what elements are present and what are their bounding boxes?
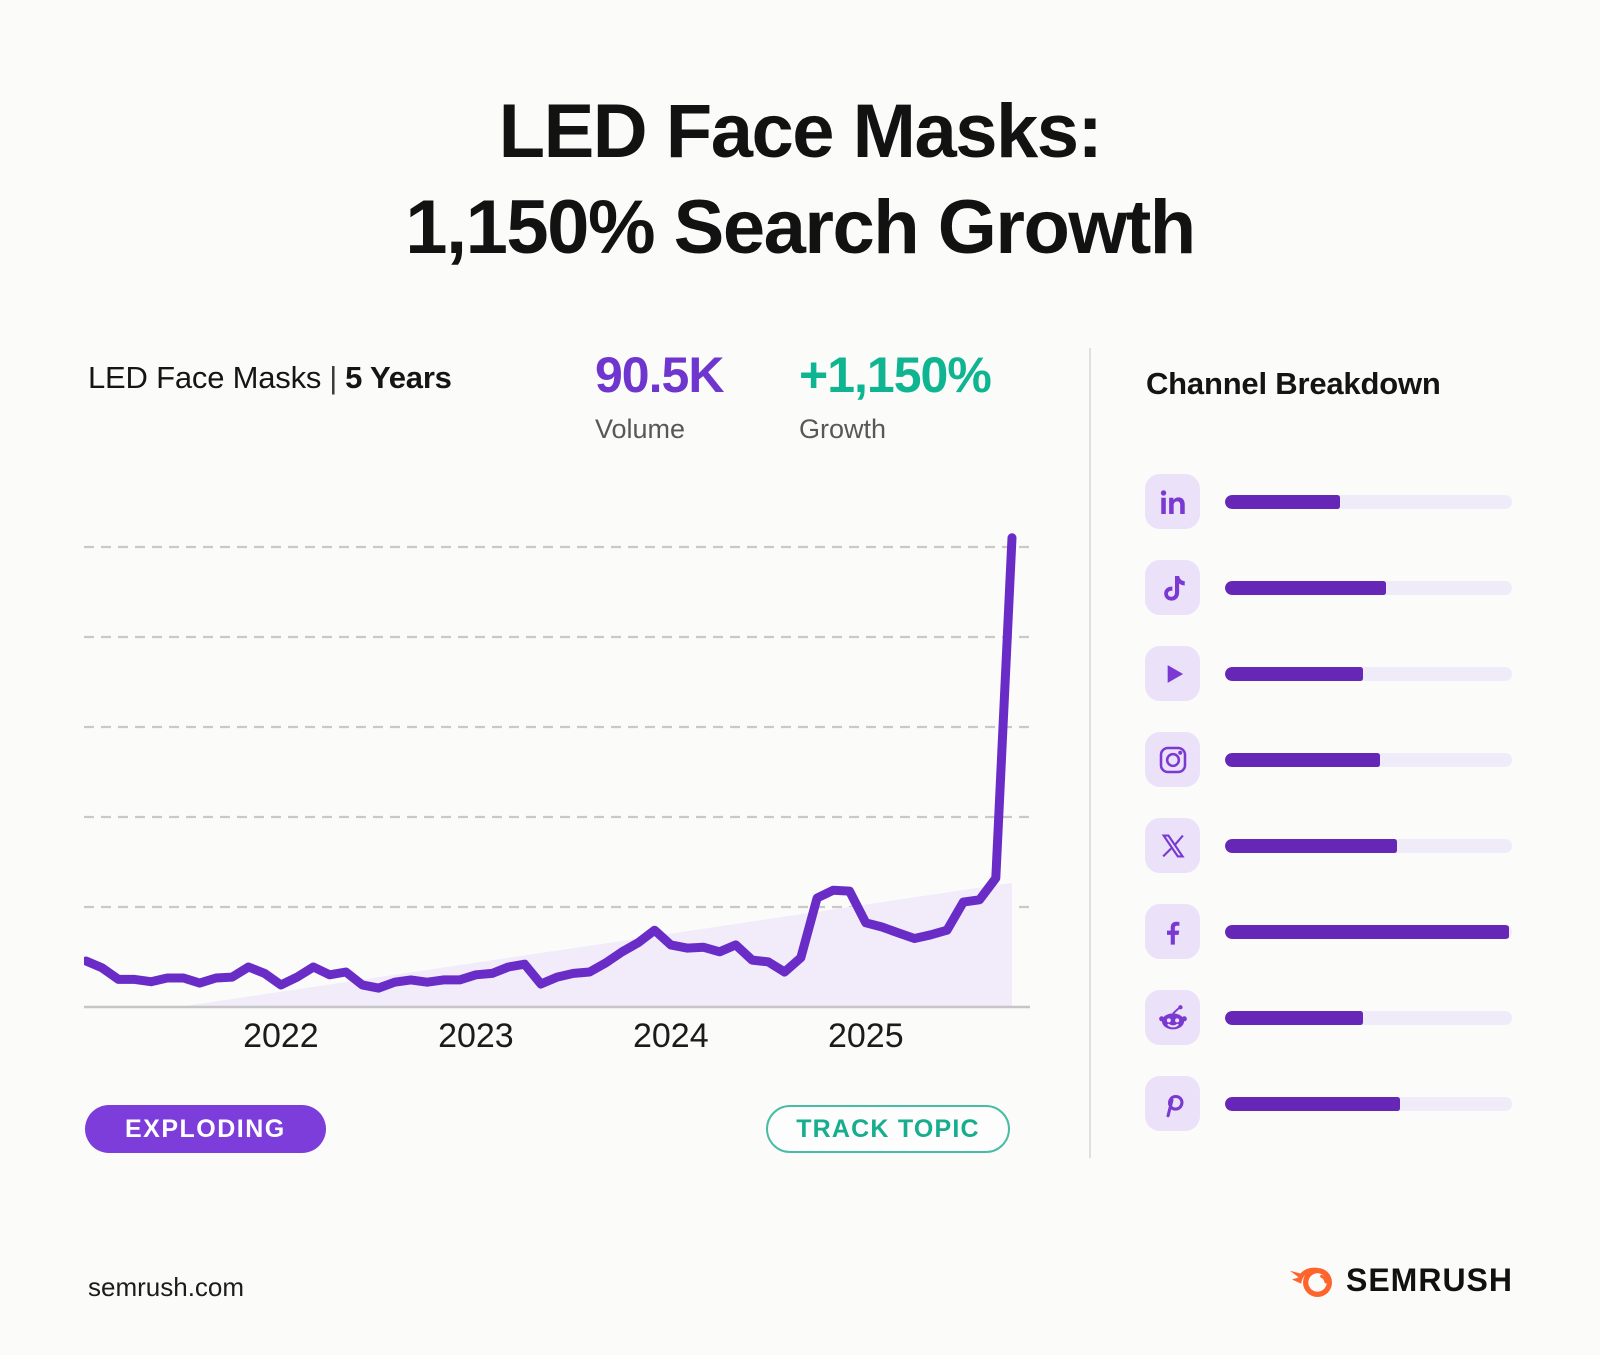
tiktok-icon [1145,560,1200,615]
youtube-play-icon [1145,646,1200,701]
pinterest-icon [1145,1076,1200,1131]
status-badge-exploding: EXPLODING [85,1105,326,1153]
channel-row-pinterest [1145,1076,1515,1131]
instagram-icon [1145,732,1200,787]
vertical-divider [1089,348,1091,1158]
tiktok-share-bar [1225,580,1512,595]
topic-name: LED Face Masks [88,360,322,395]
status-badge-label: EXPLODING [125,1114,286,1143]
facebook-share-bar [1225,924,1512,939]
growth-stat: +1,150% Growth [799,346,992,445]
channel-row-tiktok [1145,560,1515,615]
channel-row-x [1145,818,1515,873]
channel-row-instagram [1145,732,1515,787]
volume-label: Volume [595,414,686,444]
linkedin-share-bar [1225,494,1512,509]
track-topic-button[interactable]: TRACK TOPIC [766,1105,1010,1153]
source-url: semrush.com [88,1272,245,1302]
page-title-line2: 1,150% Search Growth [405,185,1196,270]
channel-row-youtube [1145,646,1515,701]
page-title-line1: LED Face Masks: [498,89,1103,174]
svg-text:2024: 2024 [633,1017,709,1055]
channel-row-reddit [1145,990,1515,1045]
semrush-flame-icon [1289,1267,1332,1297]
pinterest-share-bar [1225,1096,1512,1111]
topic-separator: | [329,360,338,395]
page-title: LED Face Masks: 1,150% Search Growth [0,84,1600,276]
trend-topic-label: LED Face Masks | 5 Years [88,360,452,396]
linkedin-icon [1145,474,1200,529]
channel-row-facebook [1145,904,1515,959]
volume-value: 90.5K [595,347,724,403]
svg-text:2023: 2023 [438,1017,514,1055]
topic-period: 5 Years [345,360,452,395]
svg-text:2022: 2022 [243,1017,319,1055]
x-share-bar [1225,838,1512,853]
channel-row-linkedin [1145,474,1515,529]
growth-label: Growth [799,414,887,444]
svg-text:2025: 2025 [828,1017,904,1055]
reddit-icon [1145,990,1200,1045]
facebook-icon [1145,904,1200,959]
volume-stat: 90.5K Volume [595,346,724,445]
growth-value: +1,150% [799,347,992,403]
instagram-share-bar [1225,752,1512,767]
channel-breakdown-list [1145,474,1515,1131]
channel-breakdown-heading: Channel Breakdown [1146,366,1441,401]
track-topic-label: TRACK TOPIC [796,1114,980,1143]
x-twitter-icon [1145,818,1200,873]
semrush-logo: SEMRUSH [1288,1256,1513,1304]
reddit-share-bar [1225,1010,1512,1025]
youtube-share-bar [1225,666,1512,681]
trend-line-chart: 2022 2023 2024 2025 [84,533,1030,1055]
semrush-wordmark: SEMRUSH [1345,1261,1513,1298]
